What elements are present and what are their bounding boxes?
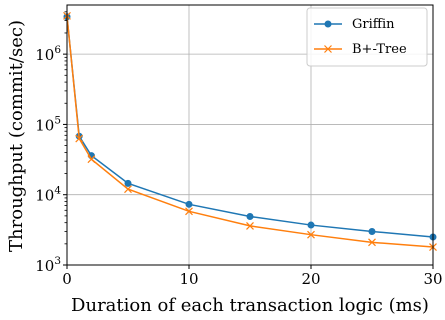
legend-marker-shape	[324, 45, 332, 53]
data-point-b-tree	[124, 185, 132, 194]
x-tick-label: 10	[179, 270, 198, 288]
legend-marker-shape	[324, 20, 332, 28]
data-point-griffin	[185, 200, 193, 208]
data-point-b-tree	[307, 230, 315, 239]
legend: Griffin B+-Tree	[306, 7, 428, 67]
legend-label-griffin: Griffin	[352, 17, 395, 32]
data-point-griffin	[246, 212, 254, 220]
x-tick-label: 0	[62, 270, 72, 288]
x-axis-label: Duration of each transaction logic (ms)	[71, 295, 429, 316]
legend-label-bplustree: B+-Tree	[352, 42, 407, 57]
data-point-b-tree	[368, 238, 376, 247]
x-tick-label: 20	[301, 270, 320, 288]
data-point-griffin	[368, 227, 376, 235]
y-tick-label: 106	[35, 44, 61, 64]
y-tick-label: 103	[35, 255, 61, 275]
y-axis-label: Throughput (commit/sec)	[6, 20, 27, 252]
legend-marker-griffin	[324, 20, 332, 28]
y-tick-label: 105	[35, 114, 61, 134]
data-point-b-tree	[87, 155, 96, 164]
data-point-griffin	[307, 221, 315, 229]
data-point-b-tree	[185, 207, 193, 216]
data-point-b-tree	[246, 221, 254, 230]
legend-box	[306, 7, 428, 67]
ticks: 0 10 20 30 103 104 105 106	[35, 11, 443, 288]
y-tick-label: 104	[35, 185, 61, 205]
legend-marker-bplustree	[324, 45, 332, 53]
data-point-b-tree	[75, 134, 84, 143]
series-layer	[63, 11, 437, 251]
x-tick-label: 30	[423, 270, 442, 288]
data-point-griffin	[124, 179, 132, 187]
